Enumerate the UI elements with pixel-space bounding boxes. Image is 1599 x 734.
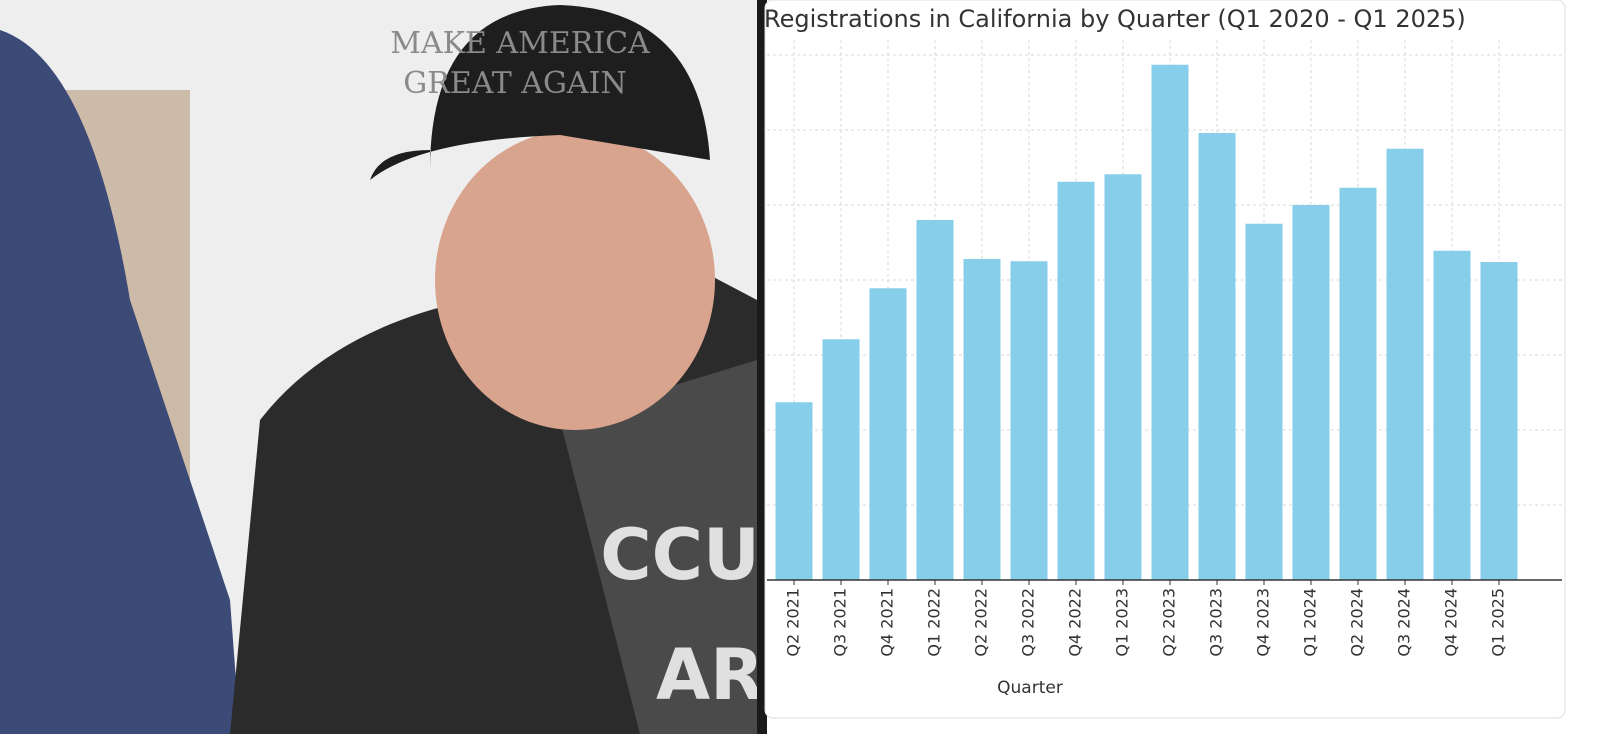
x-tick-label: Q4 2022 (1066, 588, 1085, 657)
cap-text: GREAT AGAIN (403, 66, 626, 101)
x-tick-label: Q3 2023 (1207, 588, 1226, 657)
bar (1386, 148, 1424, 580)
x-tick-label: Q4 2023 (1254, 588, 1273, 657)
bar (1480, 262, 1518, 580)
x-tick-label: Q1 2025 (1489, 588, 1508, 657)
bar (869, 288, 907, 580)
x-tick-label: Q1 2022 (925, 588, 944, 657)
bar (916, 220, 954, 580)
bar (822, 339, 860, 580)
shirt-text: CCU (600, 514, 760, 596)
x-axis-label: Quarter (997, 678, 1063, 698)
cap (370, 5, 710, 180)
face (435, 130, 715, 430)
x-tick-label: Q4 2024 (1442, 588, 1461, 657)
bar (1339, 187, 1377, 580)
divider (757, 0, 767, 734)
shirt-text: AR (656, 634, 764, 716)
bar (1151, 64, 1189, 580)
x-tick-label: Q2 2024 (1348, 588, 1367, 657)
x-tick-label: Q3 2021 (831, 588, 850, 657)
bar (775, 402, 813, 580)
x-tick-label: Q3 2024 (1395, 588, 1414, 657)
bar (1104, 174, 1142, 580)
x-tick-label: Q2 2023 (1160, 588, 1179, 657)
x-tick-label: Q1 2023 (1113, 588, 1132, 657)
bar (1292, 205, 1330, 580)
shirt (560, 360, 757, 734)
plot: Q2 2021 Q3 2021 Q4 2021 Q1 2022 Q2 2022 Q3 20… (767, 40, 1562, 657)
chart-title: Registrations in California by Quarter (… (764, 5, 1466, 33)
bar (1198, 133, 1236, 580)
x-tick-label: Q1 2024 (1301, 588, 1320, 657)
cap-text: MAKE AMERICA (390, 26, 650, 61)
x-tick-label: Q2 2021 (784, 588, 803, 657)
photo: MAKE AMERICA GREAT AGAIN CCU AR (0, 0, 764, 734)
bar (1057, 181, 1095, 580)
bar (1433, 250, 1471, 580)
x-tick-label: Q2 2022 (972, 588, 991, 657)
bar (963, 259, 1001, 580)
bar (1245, 223, 1283, 580)
x-tick-label: Q4 2021 (878, 588, 897, 657)
bar (1010, 261, 1048, 580)
x-tick-label: Q3 2022 (1019, 588, 1038, 657)
blue-suit (0, 30, 240, 734)
